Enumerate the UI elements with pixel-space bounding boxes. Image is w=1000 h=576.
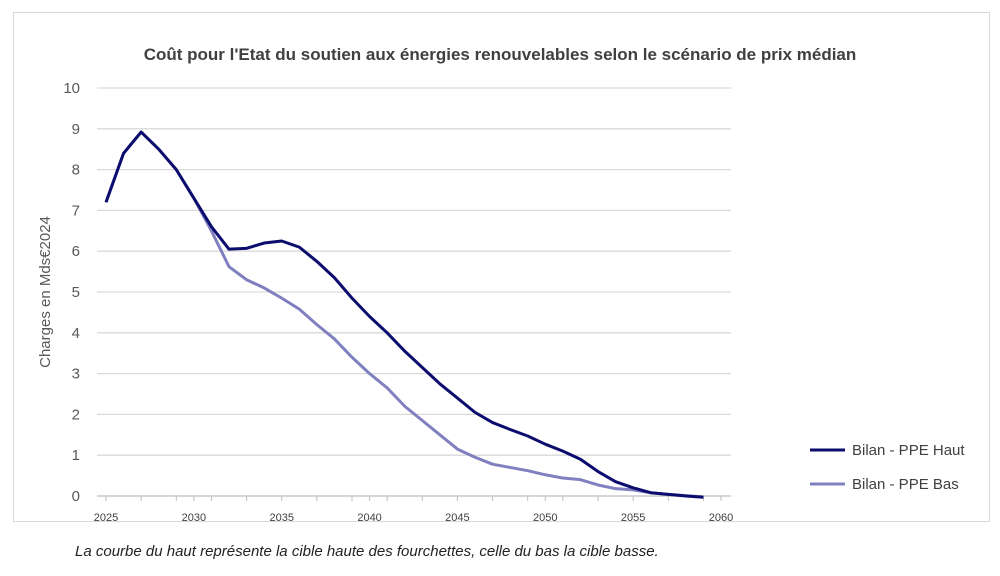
y-tick-label: 9 — [72, 121, 80, 138]
chart-frame — [13, 12, 990, 522]
series-line-bilan-ppe-bas — [104, 130, 704, 499]
x-tick-label: 2040 — [357, 512, 381, 524]
y-tick-label: 10 — [63, 80, 80, 97]
y-tick-label: 6 — [72, 243, 80, 260]
y-tick-label: 8 — [72, 162, 80, 179]
x-tick-label: 2045 — [445, 512, 469, 524]
x-tick-label: 2035 — [269, 512, 293, 524]
legend-label: Bilan - PPE Bas — [852, 476, 959, 493]
x-tick-label: 2050 — [533, 512, 557, 524]
y-tick-label: 1 — [72, 447, 80, 464]
y-tick-label: 4 — [72, 325, 80, 342]
y-axis-label: Charges en Mds€2024 — [37, 216, 54, 368]
y-tick-label: 3 — [72, 366, 80, 383]
y-tick-label: 2 — [72, 406, 80, 423]
series-line-bilan-ppe-haut — [104, 130, 704, 499]
x-tick-label: 2055 — [621, 512, 645, 524]
x-tick-label: 2025 — [94, 512, 118, 524]
x-tick-label: 2060 — [709, 512, 733, 524]
y-tick-label: 0 — [72, 488, 80, 505]
x-tick-label: 2030 — [182, 512, 206, 524]
y-tick-label: 7 — [72, 202, 80, 219]
y-tick-label: 5 — [72, 284, 80, 301]
chart-title: Coût pour l'Etat du soutien aux énergies… — [143, 45, 857, 64]
chart-caption: La courbe du haut représente la cible ha… — [75, 543, 659, 560]
legend-label: Bilan - PPE Haut — [852, 442, 965, 459]
